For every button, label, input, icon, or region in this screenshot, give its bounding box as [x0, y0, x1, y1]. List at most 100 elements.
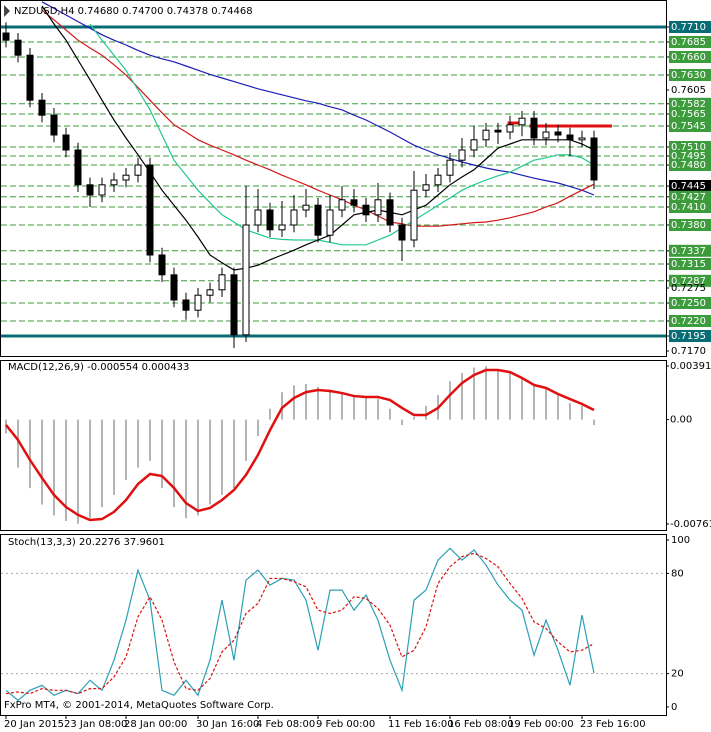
price-title: NZDUSD,H4 0.74680 0.74700 0.74378 0.7446… [14, 6, 253, 17]
y-tick-box [669, 219, 711, 231]
macd-bar [569, 403, 571, 420]
x-tick-label: 23 Feb 16:00 [580, 719, 646, 730]
y-tick-box [669, 108, 711, 120]
candle-body [398, 224, 406, 241]
candle-body [362, 204, 370, 216]
candle-body [578, 137, 586, 141]
macd-bar [281, 392, 283, 420]
macd-bar [77, 419, 79, 524]
y-tick-box [669, 315, 711, 327]
y-tick-label: 0.7480 [671, 160, 706, 171]
y-tick-label: 0.7250 [671, 298, 706, 309]
candle-body [170, 274, 178, 301]
candle-body [206, 289, 214, 296]
macd-signal [5, 368, 595, 522]
macd-bar [557, 394, 559, 420]
candle-body [86, 184, 94, 196]
macd-bar [41, 419, 43, 505]
candle-body [530, 117, 538, 139]
macd-bar [257, 419, 259, 437]
y-tick-box [669, 330, 711, 342]
y-tick-label: 0.7220 [671, 316, 706, 327]
candle-body [290, 209, 298, 226]
macd-bar [221, 419, 223, 495]
macd-bar [161, 419, 163, 489]
macd-bar [185, 419, 187, 519]
macd-bar [17, 419, 19, 468]
macd-bar [365, 397, 367, 420]
x-tick-label: 4 Feb 08:00 [256, 719, 315, 730]
macd-title: MACD(12,26,9) -0.000554 0.000433 [8, 362, 189, 373]
y-tick-label: 0.7685 [671, 37, 706, 48]
candle-body [458, 149, 466, 161]
y-tick-box [669, 201, 711, 213]
candle-body [374, 199, 382, 216]
candle-body [26, 54, 34, 101]
candle-body [278, 224, 286, 231]
y-tick-label: 0.7410 [671, 202, 706, 213]
candle-body [566, 134, 574, 141]
moving-average [89, 23, 595, 246]
candle-body [266, 209, 274, 231]
moving-average [41, 1, 595, 196]
macd-bar [149, 419, 151, 461]
candle-body [38, 99, 46, 116]
x-tick-label: 30 Jan 16:00 [196, 719, 259, 730]
candle-body [122, 174, 130, 181]
candle-body [470, 139, 478, 151]
candle-body [518, 117, 526, 126]
y-tick-box [669, 51, 711, 63]
candle-body [554, 131, 562, 136]
x-tick-label: 28 Jan 00:00 [124, 719, 187, 730]
y-tick-label: 0.003914 [670, 361, 711, 372]
footer: FxPro MT4, © 2001-2014, MetaQuotes Softw… [4, 700, 274, 711]
y-tick-box [669, 36, 711, 48]
y-tick-label: 0.7582 [671, 99, 706, 110]
y-tick-box [669, 180, 711, 192]
candle-body [422, 184, 430, 191]
y-tick-box [669, 97, 711, 110]
macd-bar [125, 419, 127, 480]
macd-bar [137, 419, 139, 468]
macd-bar [401, 419, 403, 426]
candle-body [386, 199, 394, 226]
candle-body [74, 149, 82, 186]
y-tick-box [669, 244, 711, 257]
y-tick-label: 20 [671, 669, 684, 680]
y-tick-box [669, 21, 711, 33]
y-tick-box [669, 159, 711, 171]
macd-bar [509, 371, 511, 420]
x-tick-label: 9 Feb 00:00 [316, 719, 375, 730]
y-tick-label: 100 [671, 535, 690, 546]
candle-body [254, 209, 262, 226]
y-tick-label: 0.7545 [671, 121, 706, 132]
candle-body [482, 129, 490, 141]
stoch-line [5, 547, 595, 702]
y-tick-label: 0.7565 [671, 109, 706, 120]
macd-bar [521, 378, 523, 420]
candle-body [146, 164, 154, 256]
macd-bar [341, 392, 343, 420]
y-tick-label: 0.7170 [671, 346, 706, 357]
candle-body [494, 129, 502, 133]
y-tick-label: 0.7287 [671, 276, 706, 287]
candle-body [326, 209, 334, 236]
candle-body [506, 124, 514, 133]
candle-body [350, 199, 358, 206]
candle-body [62, 134, 70, 151]
candle-body [158, 254, 166, 276]
macd-bar [353, 394, 355, 420]
candle-body [194, 294, 202, 311]
candle-body [230, 274, 238, 336]
x-tick-label: 16 Feb 08:00 [448, 719, 514, 730]
y-tick-label: 0 [671, 702, 677, 713]
y-tick-label: 0.7630 [671, 70, 706, 81]
macd-bar [389, 408, 391, 420]
candle-body [590, 137, 598, 181]
y-tick-label: 0.7427 [671, 192, 706, 203]
macd-bar [245, 419, 247, 461]
macd-bar [173, 419, 175, 508]
macd-bar [593, 419, 595, 426]
